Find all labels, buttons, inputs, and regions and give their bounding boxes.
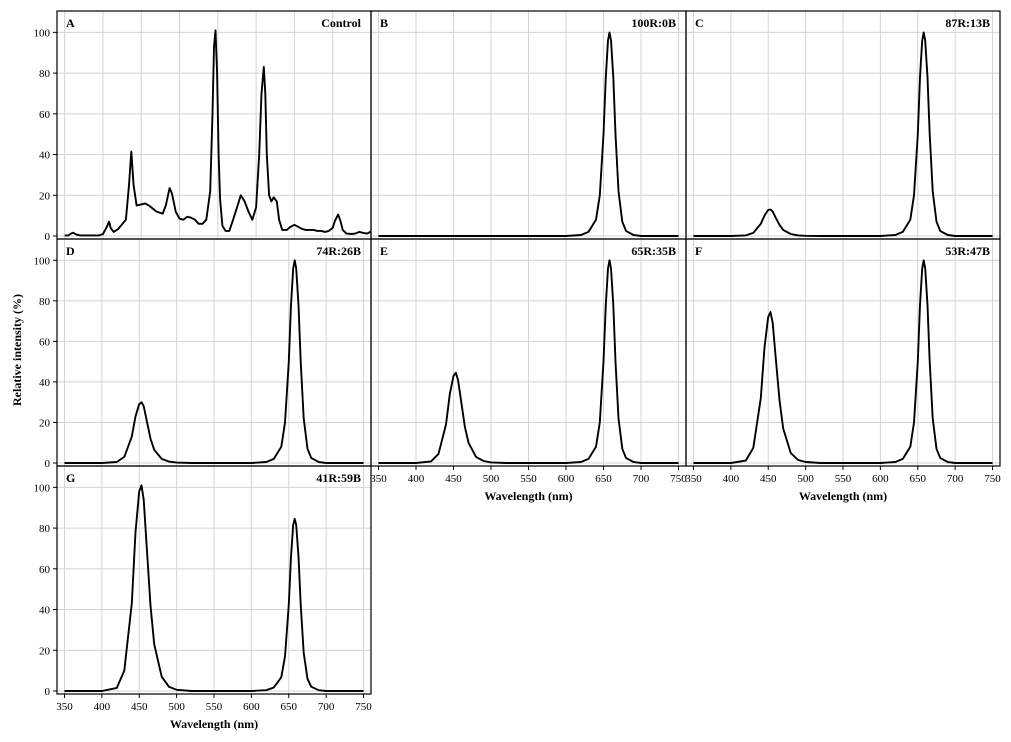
y-tick-label: 0 — [45, 458, 51, 470]
x-tick-label: 500 — [168, 701, 185, 713]
panel-title: 100R:0B — [631, 16, 676, 30]
x-tick-label: 400 — [408, 473, 425, 485]
spectrum-line — [693, 31, 993, 237]
x-tick-label: 350 — [370, 473, 387, 485]
panel-letter: G — [66, 471, 75, 485]
x-tick-label: 750 — [355, 701, 372, 713]
panel-c: C 87R:13B — [685, 10, 1001, 240]
panel-letter: E — [380, 244, 388, 258]
y-tick-label: 80 — [39, 68, 51, 80]
spectrum-line — [64, 259, 364, 464]
panel-letter: A — [66, 16, 75, 30]
panel-b: B 100R:0B — [370, 10, 687, 240]
y-tick-label: 20 — [39, 190, 51, 202]
x-tick-label: 450 — [131, 701, 148, 713]
x-tick-label: 550 — [206, 701, 223, 713]
y-tick-label: 0 — [45, 231, 51, 243]
x-tick-label: 650 — [910, 473, 927, 485]
panel-f: 350 400 450 500 550 600 650 700 750 Wavelength (n… — [685, 238, 1001, 503]
x-tick-label: 600 — [558, 473, 575, 485]
y-tick-label: 100 — [34, 27, 51, 39]
panel-letter: D — [66, 244, 75, 258]
spectrum-line — [693, 259, 993, 464]
x-axis-label: Wavelength (nm) — [170, 717, 258, 731]
y-tick-label: 20 — [39, 417, 51, 429]
x-tick-label: 700 — [318, 701, 335, 713]
x-tick-label: 750 — [670, 473, 687, 485]
y-tick-label: 80 — [39, 523, 51, 535]
x-tick-label: 700 — [633, 473, 650, 485]
x-tick-label: 550 — [835, 473, 852, 485]
y-tick-label: 80 — [39, 296, 51, 308]
x-tick-label: 350 — [685, 473, 702, 485]
panel-title: 53R:47B — [945, 244, 990, 258]
y-tick-label: 40 — [39, 150, 51, 162]
x-tick-label: 650 — [595, 473, 612, 485]
panel-e: 350 400 450 500 550 600 650 700 750 Wavelength (n… — [370, 238, 687, 503]
panel-title: 41R:59B — [316, 471, 361, 485]
x-tick-label: 650 — [281, 701, 298, 713]
x-tick-label: 600 — [872, 473, 889, 485]
panel-letter: F — [695, 244, 702, 258]
x-tick-label: 400 — [94, 701, 111, 713]
panel-d: 0 20 40 60 80 100 D 74R:26B — [34, 238, 372, 470]
panel-letter: C — [695, 16, 704, 30]
y-tick-label: 100 — [34, 255, 51, 267]
x-tick-label: 350 — [56, 701, 73, 713]
y-tick-label: 60 — [39, 336, 51, 348]
y-tick-label: 100 — [34, 482, 51, 494]
panel-title: Control — [321, 16, 361, 30]
y-tick-label: 40 — [39, 377, 51, 389]
x-tick-label: 500 — [797, 473, 814, 485]
x-tick-label: 700 — [947, 473, 964, 485]
spectrum-line — [64, 29, 372, 237]
panel-title: 65R:35B — [631, 244, 676, 258]
panel-title: 87R:13B — [945, 16, 990, 30]
y-axis-label: Relative intensity (%) — [10, 294, 24, 406]
x-axis-label: Wavelength (nm) — [484, 489, 572, 503]
x-tick-label: 500 — [483, 473, 500, 485]
spectrum-line — [378, 31, 679, 237]
y-tick-label: 40 — [39, 605, 51, 617]
x-tick-label: 450 — [445, 473, 462, 485]
x-tick-label: 450 — [760, 473, 777, 485]
spectrum-line — [378, 259, 679, 464]
panel-a: 0 20 40 60 80 100 A Control — [34, 10, 372, 243]
x-tick-label: 750 — [984, 473, 1001, 485]
y-tick-label: 0 — [45, 686, 51, 698]
x-axis-label: Wavelength (nm) — [799, 489, 887, 503]
y-tick-label: 20 — [39, 645, 51, 657]
panel-letter: B — [380, 16, 388, 30]
spectrum-line — [64, 484, 364, 692]
x-tick-label: 600 — [243, 701, 260, 713]
panel-title: 74R:26B — [316, 244, 361, 258]
y-tick-label: 60 — [39, 564, 51, 576]
x-tick-label: 400 — [723, 473, 740, 485]
y-tick-label: 60 — [39, 109, 51, 121]
panel-g: 0 20 40 60 80 100 350 400 450 500 550 600 650 700 750 W… — [34, 465, 372, 731]
x-tick-label: 550 — [520, 473, 537, 485]
